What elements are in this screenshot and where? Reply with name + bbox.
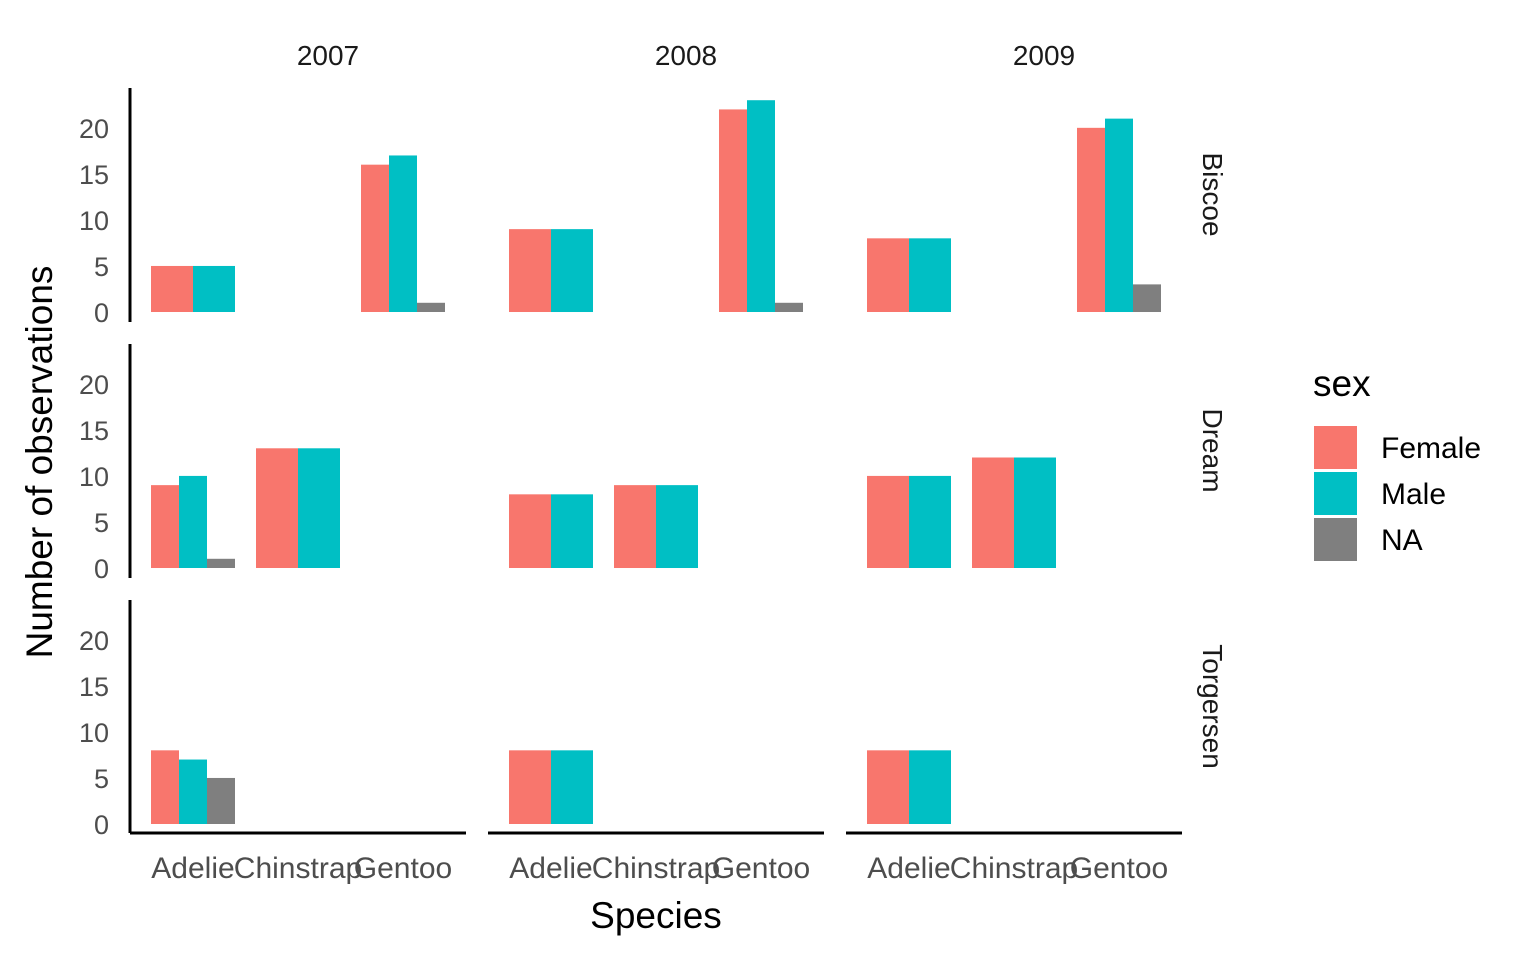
legend-key-na — [1314, 518, 1357, 561]
y-tick-label-dream-10: 10 — [79, 462, 109, 492]
bar-2007-torgersen-adelie-female — [151, 750, 179, 824]
y-tick-label-dream-15: 15 — [79, 416, 109, 446]
x-tick-label-2008-adelie: Adelie — [509, 852, 592, 885]
bar-2008-biscoe-adelie-male — [551, 229, 593, 313]
y-axis-title: Number of observations — [19, 266, 60, 659]
legend-key-female — [1314, 426, 1357, 469]
bar-2007-dream-adelie-female — [151, 485, 179, 569]
y-tick-label-biscoe-20: 20 — [79, 114, 109, 144]
x-tick-label-2009-gentoo: Gentoo — [1070, 852, 1168, 885]
y-tick-label-biscoe-5: 5 — [94, 252, 109, 282]
y-tick-label-biscoe-0: 0 — [94, 298, 109, 328]
y-tick-label-dream-5: 5 — [94, 508, 109, 538]
panel-2009-dream — [867, 457, 1056, 568]
bar-2007-dream-chinstrap-male — [298, 448, 340, 568]
x-tick-label-2009-chinstrap: Chinstrap — [950, 852, 1078, 885]
bar-2007-biscoe-gentoo-female — [361, 164, 389, 312]
x-axis-title: Species — [590, 895, 722, 936]
legend-key-male — [1314, 472, 1357, 515]
y-tick-label-biscoe-15: 15 — [79, 160, 109, 190]
y-tick-label-torgersen-15: 15 — [79, 672, 109, 702]
strips-layer: Biscoe Dream Torgersen 2007 2008 2009 — [297, 40, 1228, 769]
strip-label-2007: 2007 — [297, 40, 359, 71]
legend-label-male: Male — [1381, 478, 1446, 511]
panel-2009-torgersen — [867, 750, 951, 824]
panel-2008-dream — [509, 485, 698, 569]
bar-2008-dream-chinstrap-female — [614, 485, 656, 569]
bar-2007-biscoe-gentoo-na — [417, 302, 445, 312]
bar-2007-dream-chinstrap-female — [256, 448, 298, 568]
x-tick-label-2008-gentoo: Gentoo — [712, 852, 810, 885]
bar-2009-dream-adelie-male — [909, 475, 951, 568]
y-tick-label-torgersen-0: 0 — [94, 810, 109, 840]
panel-2007-biscoe — [151, 155, 445, 312]
bar-2008-torgersen-adelie-female — [509, 750, 551, 824]
x-tick-label-2007-gentoo: Gentoo — [354, 852, 452, 885]
bar-2009-biscoe-adelie-female — [867, 238, 909, 312]
bar-2008-torgersen-adelie-male — [551, 750, 593, 824]
legend-label-na: NA — [1381, 524, 1423, 557]
bar-2007-torgersen-adelie-male — [179, 759, 207, 824]
y-tick-label-torgersen-20: 20 — [79, 626, 109, 656]
y-tick-label-dream-20: 20 — [79, 370, 109, 400]
strip-label-dream: Dream — [1197, 408, 1228, 492]
bar-2008-dream-adelie-male — [551, 494, 593, 568]
bar-2007-dream-adelie-na — [207, 558, 235, 568]
bar-2008-biscoe-gentoo-male — [747, 100, 775, 313]
bar-2009-biscoe-gentoo-female — [1077, 127, 1105, 312]
strip-label-torgersen: Torgersen — [1197, 644, 1228, 769]
legend: sex Female Male NA — [1313, 363, 1481, 561]
bar-2007-torgersen-adelie-na — [207, 777, 235, 824]
bar-2008-dream-chinstrap-male — [656, 485, 698, 569]
bar-2009-dream-chinstrap-female — [972, 457, 1014, 568]
y-tick-label-biscoe-10: 10 — [79, 206, 109, 236]
panel-2007-dream — [151, 448, 340, 569]
x-tick-label-2007-chinstrap: Chinstrap — [234, 852, 362, 885]
x-tick-label-2008-chinstrap: Chinstrap — [592, 852, 720, 885]
y-tick-label-torgersen-5: 5 — [94, 764, 109, 794]
panel-2008-torgersen — [509, 750, 593, 824]
panel-2007-torgersen — [151, 750, 235, 824]
bar-2009-torgersen-adelie-female — [867, 750, 909, 824]
bar-2009-biscoe-adelie-male — [909, 238, 951, 312]
bar-2009-torgersen-adelie-male — [909, 750, 951, 824]
bar-2007-dream-adelie-male — [179, 475, 207, 568]
bar-2007-biscoe-adelie-male — [193, 265, 235, 312]
panels-layer — [151, 100, 1161, 824]
bar-2009-biscoe-gentoo-male — [1105, 118, 1133, 313]
strip-label-2009: 2009 — [1013, 40, 1075, 71]
bar-2009-dream-chinstrap-male — [1014, 457, 1056, 568]
x-tick-label-2007-adelie: Adelie — [151, 852, 234, 885]
bar-2008-biscoe-gentoo-female — [719, 109, 747, 312]
panel-2008-biscoe — [509, 100, 803, 313]
panel-2009-biscoe — [867, 118, 1161, 313]
strip-label-2008: 2008 — [655, 40, 717, 71]
bar-2007-biscoe-gentoo-male — [389, 155, 417, 312]
bar-2008-dream-adelie-female — [509, 494, 551, 568]
bar-2007-biscoe-adelie-female — [151, 265, 193, 312]
bar-2008-biscoe-gentoo-na — [775, 302, 803, 312]
y-tick-label-torgersen-10: 10 — [79, 718, 109, 748]
strip-label-biscoe: Biscoe — [1197, 152, 1228, 236]
x-tick-label-2009-adelie: Adelie — [867, 852, 950, 885]
bar-2009-dream-adelie-female — [867, 475, 909, 568]
y-tick-label-dream-0: 0 — [94, 554, 109, 584]
legend-title: sex — [1313, 363, 1371, 404]
bar-2009-biscoe-gentoo-na — [1133, 284, 1161, 313]
legend-label-female: Female — [1381, 432, 1481, 465]
bar-2008-biscoe-adelie-female — [509, 229, 551, 313]
